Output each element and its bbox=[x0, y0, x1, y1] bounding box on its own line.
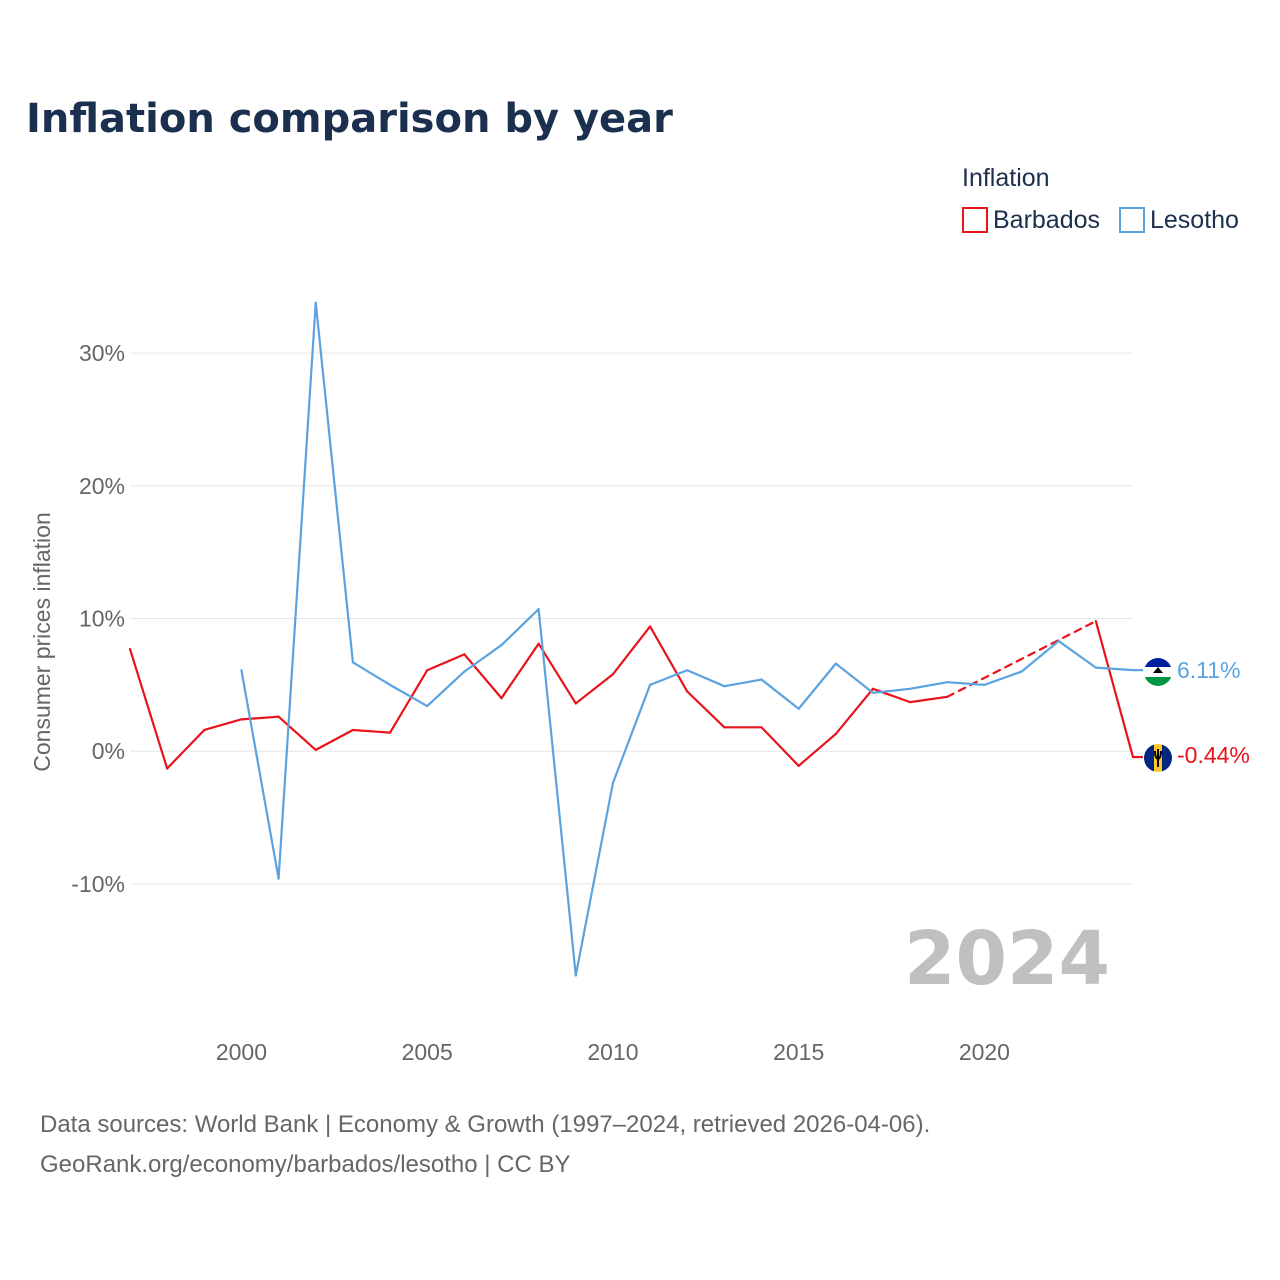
line-segment-lesotho bbox=[1094, 666, 1135, 672]
chart-title: Inflation comparison by year bbox=[26, 96, 673, 142]
legend-swatch-barbados bbox=[962, 207, 988, 233]
line-segment-barbados bbox=[797, 732, 837, 767]
line-segment-barbados bbox=[166, 728, 206, 770]
source-line-1: Data sources: World Bank | Economy & Gro… bbox=[40, 1111, 930, 1138]
flag-barbados-icon bbox=[1144, 744, 1172, 772]
line-segment-lesotho bbox=[426, 670, 466, 708]
line-segment-barbados bbox=[128, 647, 169, 770]
line-segment-barbados bbox=[574, 673, 615, 705]
line-segment-barbados bbox=[760, 726, 800, 767]
y-tick-label: 0% bbox=[92, 738, 125, 764]
line-segment-lesotho bbox=[574, 781, 615, 977]
end-label-lesotho: 6.11% bbox=[1177, 657, 1241, 683]
y-axis-title: Consumer prices inflation bbox=[29, 512, 55, 772]
line-segment-lesotho bbox=[909, 681, 949, 690]
x-tick-label: 2010 bbox=[587, 1039, 638, 1065]
line-segment-lesotho bbox=[240, 669, 280, 880]
line-segment-lesotho bbox=[648, 669, 689, 686]
line-segment-lesotho bbox=[760, 678, 800, 710]
line-segment-lesotho bbox=[1020, 639, 1060, 673]
y-tick-label: 20% bbox=[79, 473, 125, 499]
line-segment-barbados bbox=[351, 728, 392, 734]
x-tick-label: 2015 bbox=[773, 1039, 824, 1065]
line-segment-barbados bbox=[463, 653, 503, 700]
line-segment-lesotho bbox=[351, 661, 392, 686]
line-segment-barbados bbox=[277, 715, 317, 751]
year-watermark: 2024 bbox=[904, 916, 1110, 1002]
line-segment-barbados bbox=[686, 690, 726, 729]
line-segment-lesotho bbox=[463, 643, 503, 673]
legend: Inflation Barbados Lesotho bbox=[962, 164, 1239, 234]
line-segment-lesotho bbox=[871, 687, 912, 694]
line-segment-lesotho bbox=[797, 662, 837, 710]
line-segment-barbados bbox=[648, 625, 689, 693]
line-segment-barbados bbox=[537, 642, 577, 705]
line-segment-lesotho bbox=[983, 670, 1023, 686]
line-segment-lesotho bbox=[611, 683, 652, 785]
line-segment-barbados bbox=[909, 695, 949, 704]
legend-label-lesotho: Lesotho bbox=[1150, 206, 1239, 234]
line-segment-lesotho bbox=[834, 662, 875, 694]
legend-title: Inflation bbox=[962, 164, 1050, 192]
line-segment-lesotho bbox=[1057, 639, 1097, 669]
source-link[interactable]: GeoRank.org/economy/barbados/lesotho | C… bbox=[40, 1151, 571, 1178]
line-segment-lesotho bbox=[686, 669, 726, 688]
line-segment-barbados bbox=[426, 653, 466, 672]
x-axis-ticks: 2000 2005 2010 2015 2020 bbox=[216, 1039, 1010, 1065]
line-segment-barbados bbox=[203, 718, 243, 732]
line-segment-barbados bbox=[500, 642, 540, 700]
line-segment-barbados bbox=[314, 728, 354, 751]
line-segment-barbados bbox=[611, 625, 652, 676]
legend-item-barbados[interactable]: Barbados bbox=[962, 206, 1100, 234]
y-tick-label: -10% bbox=[71, 871, 125, 897]
y-tick-label: 30% bbox=[79, 340, 125, 366]
x-tick-label: 2000 bbox=[216, 1039, 267, 1065]
line-segment-barbados bbox=[834, 687, 875, 736]
line-segment-barbados bbox=[1094, 620, 1135, 759]
series-barbados bbox=[128, 620, 1143, 770]
line-segment-lesotho bbox=[277, 301, 317, 880]
line-segment-lesotho bbox=[537, 608, 577, 977]
line-segment-barbados bbox=[388, 669, 429, 734]
line-segment-lesotho bbox=[388, 683, 429, 708]
legend-label-barbados: Barbados bbox=[993, 206, 1100, 234]
line-segment-barbados bbox=[240, 715, 280, 721]
legend-swatch-lesotho bbox=[1119, 207, 1145, 233]
line-segment-barbados bbox=[946, 620, 1097, 698]
line-segment-lesotho bbox=[946, 681, 986, 686]
line-segment-lesotho bbox=[500, 608, 540, 647]
series bbox=[128, 301, 1143, 977]
end-label-barbados: -0.44% bbox=[1177, 742, 1250, 768]
flag-lesotho-icon bbox=[1144, 658, 1172, 686]
x-tick-label: 2020 bbox=[959, 1039, 1010, 1065]
line-segment-lesotho bbox=[723, 678, 763, 688]
line-segment-lesotho bbox=[314, 301, 354, 664]
x-tick-label: 2005 bbox=[402, 1039, 453, 1065]
y-tick-label: 10% bbox=[79, 606, 125, 632]
grid bbox=[130, 352, 1133, 885]
legend-item-lesotho[interactable]: Lesotho bbox=[1119, 206, 1239, 234]
series-lesotho bbox=[240, 301, 1143, 977]
y-axis-ticks: 30% 20% 10% 0% -10% bbox=[71, 340, 125, 897]
